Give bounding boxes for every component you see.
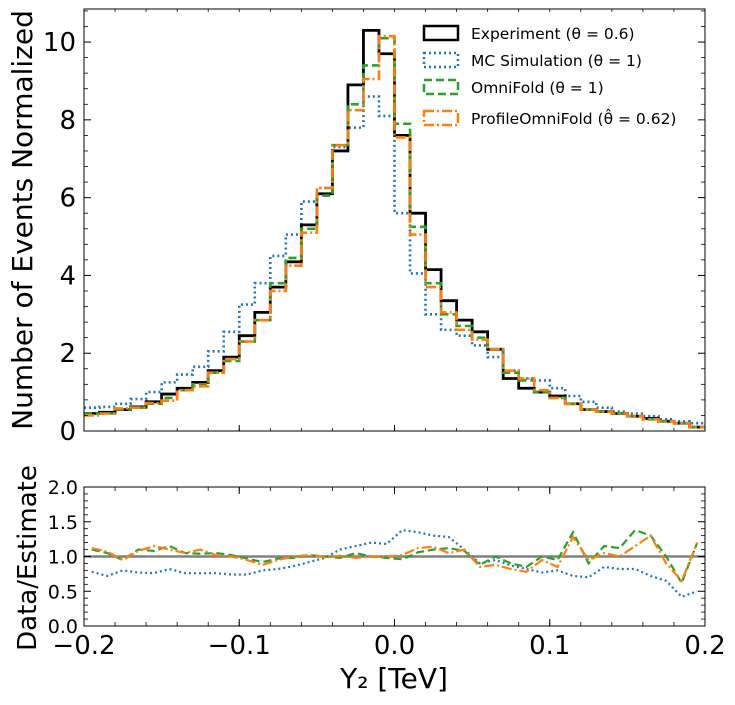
ratio-y-ticks: 0.0 0.5 1.0 1.5 2.0 bbox=[48, 477, 705, 638]
ratio-y-tick-label: 2.0 bbox=[48, 477, 78, 499]
legend-swatch-experiment bbox=[422, 24, 460, 42]
main-series-group bbox=[84, 28, 705, 429]
x-tick-label: 0.1 bbox=[529, 631, 570, 661]
ratio-y-tick-label: 0.5 bbox=[48, 581, 78, 603]
legend-swatch-profileomnifold bbox=[422, 109, 460, 127]
x-axis-label: Y₂ [TeV] bbox=[339, 662, 448, 695]
ratio-panel: 0.0 0.5 1.0 1.5 2.0 −0.2 −0.1 0.0 0.1 0.2 Data/E… bbox=[13, 425, 726, 695]
main-y-axis-label: Number of Events Normalized bbox=[6, 10, 39, 430]
legend-label-experiment: Experiment (θ = 0.6) bbox=[471, 25, 635, 43]
legend-entry-omnifold: OmniFold (θ = 1) bbox=[422, 78, 604, 97]
legend-label-profileomnifold: ProfileOmniFold (θ̂ = 0.62) bbox=[471, 108, 676, 128]
x-ticks: −0.2 −0.1 0.0 0.1 0.2 bbox=[52, 425, 726, 661]
x-tick-label: 0.0 bbox=[374, 631, 415, 661]
legend: Experiment (θ = 0.6) MC Simulation (θ = … bbox=[422, 24, 676, 128]
main-y-tick-label: 8 bbox=[59, 106, 76, 136]
legend-label-mc: MC Simulation (θ = 1) bbox=[471, 52, 642, 70]
main-panel: 0 2 4 6 8 10 Number of Events Normalized Expe… bbox=[6, 8, 706, 447]
ratio-y-axis-label: Data/Estimate bbox=[13, 465, 43, 651]
ratio-y-tick-label: 1.0 bbox=[48, 547, 78, 569]
legend-entry-profileomnifold: ProfileOmniFold (θ̂ = 0.62) bbox=[422, 108, 676, 128]
legend-entry-experiment: Experiment (θ = 0.6) bbox=[422, 24, 635, 43]
main-y-tick-label: 0 bbox=[59, 417, 76, 447]
legend-entry-mc: MC Simulation (θ = 1) bbox=[422, 51, 642, 70]
main-series-dotted bbox=[84, 95, 705, 425]
ratio-y-tick-label: 1.5 bbox=[48, 512, 78, 534]
main-y-tick-label: 4 bbox=[59, 261, 76, 291]
main-y-tick-label: 6 bbox=[59, 184, 76, 214]
ratio-series-group bbox=[91, 528, 699, 599]
x-tick-label: 0.2 bbox=[684, 631, 725, 661]
main-y-tick-label: 10 bbox=[43, 28, 76, 58]
x-tick-label: −0.1 bbox=[208, 631, 271, 661]
ratio-y-tick-label: 0.0 bbox=[48, 616, 78, 638]
legend-swatch-mc bbox=[422, 51, 460, 69]
ratio-series-dashed bbox=[91, 528, 699, 586]
legend-label-omnifold: OmniFold (θ = 1) bbox=[471, 79, 604, 97]
main-series-dashdot bbox=[84, 34, 705, 429]
main-y-ticks: 0 2 4 6 8 10 bbox=[43, 9, 706, 447]
x-tick-label: −0.2 bbox=[52, 631, 115, 661]
main-y-tick-label: 2 bbox=[59, 339, 76, 369]
legend-swatch-omnifold bbox=[422, 78, 460, 96]
ratio-series-dashdot bbox=[91, 534, 699, 583]
